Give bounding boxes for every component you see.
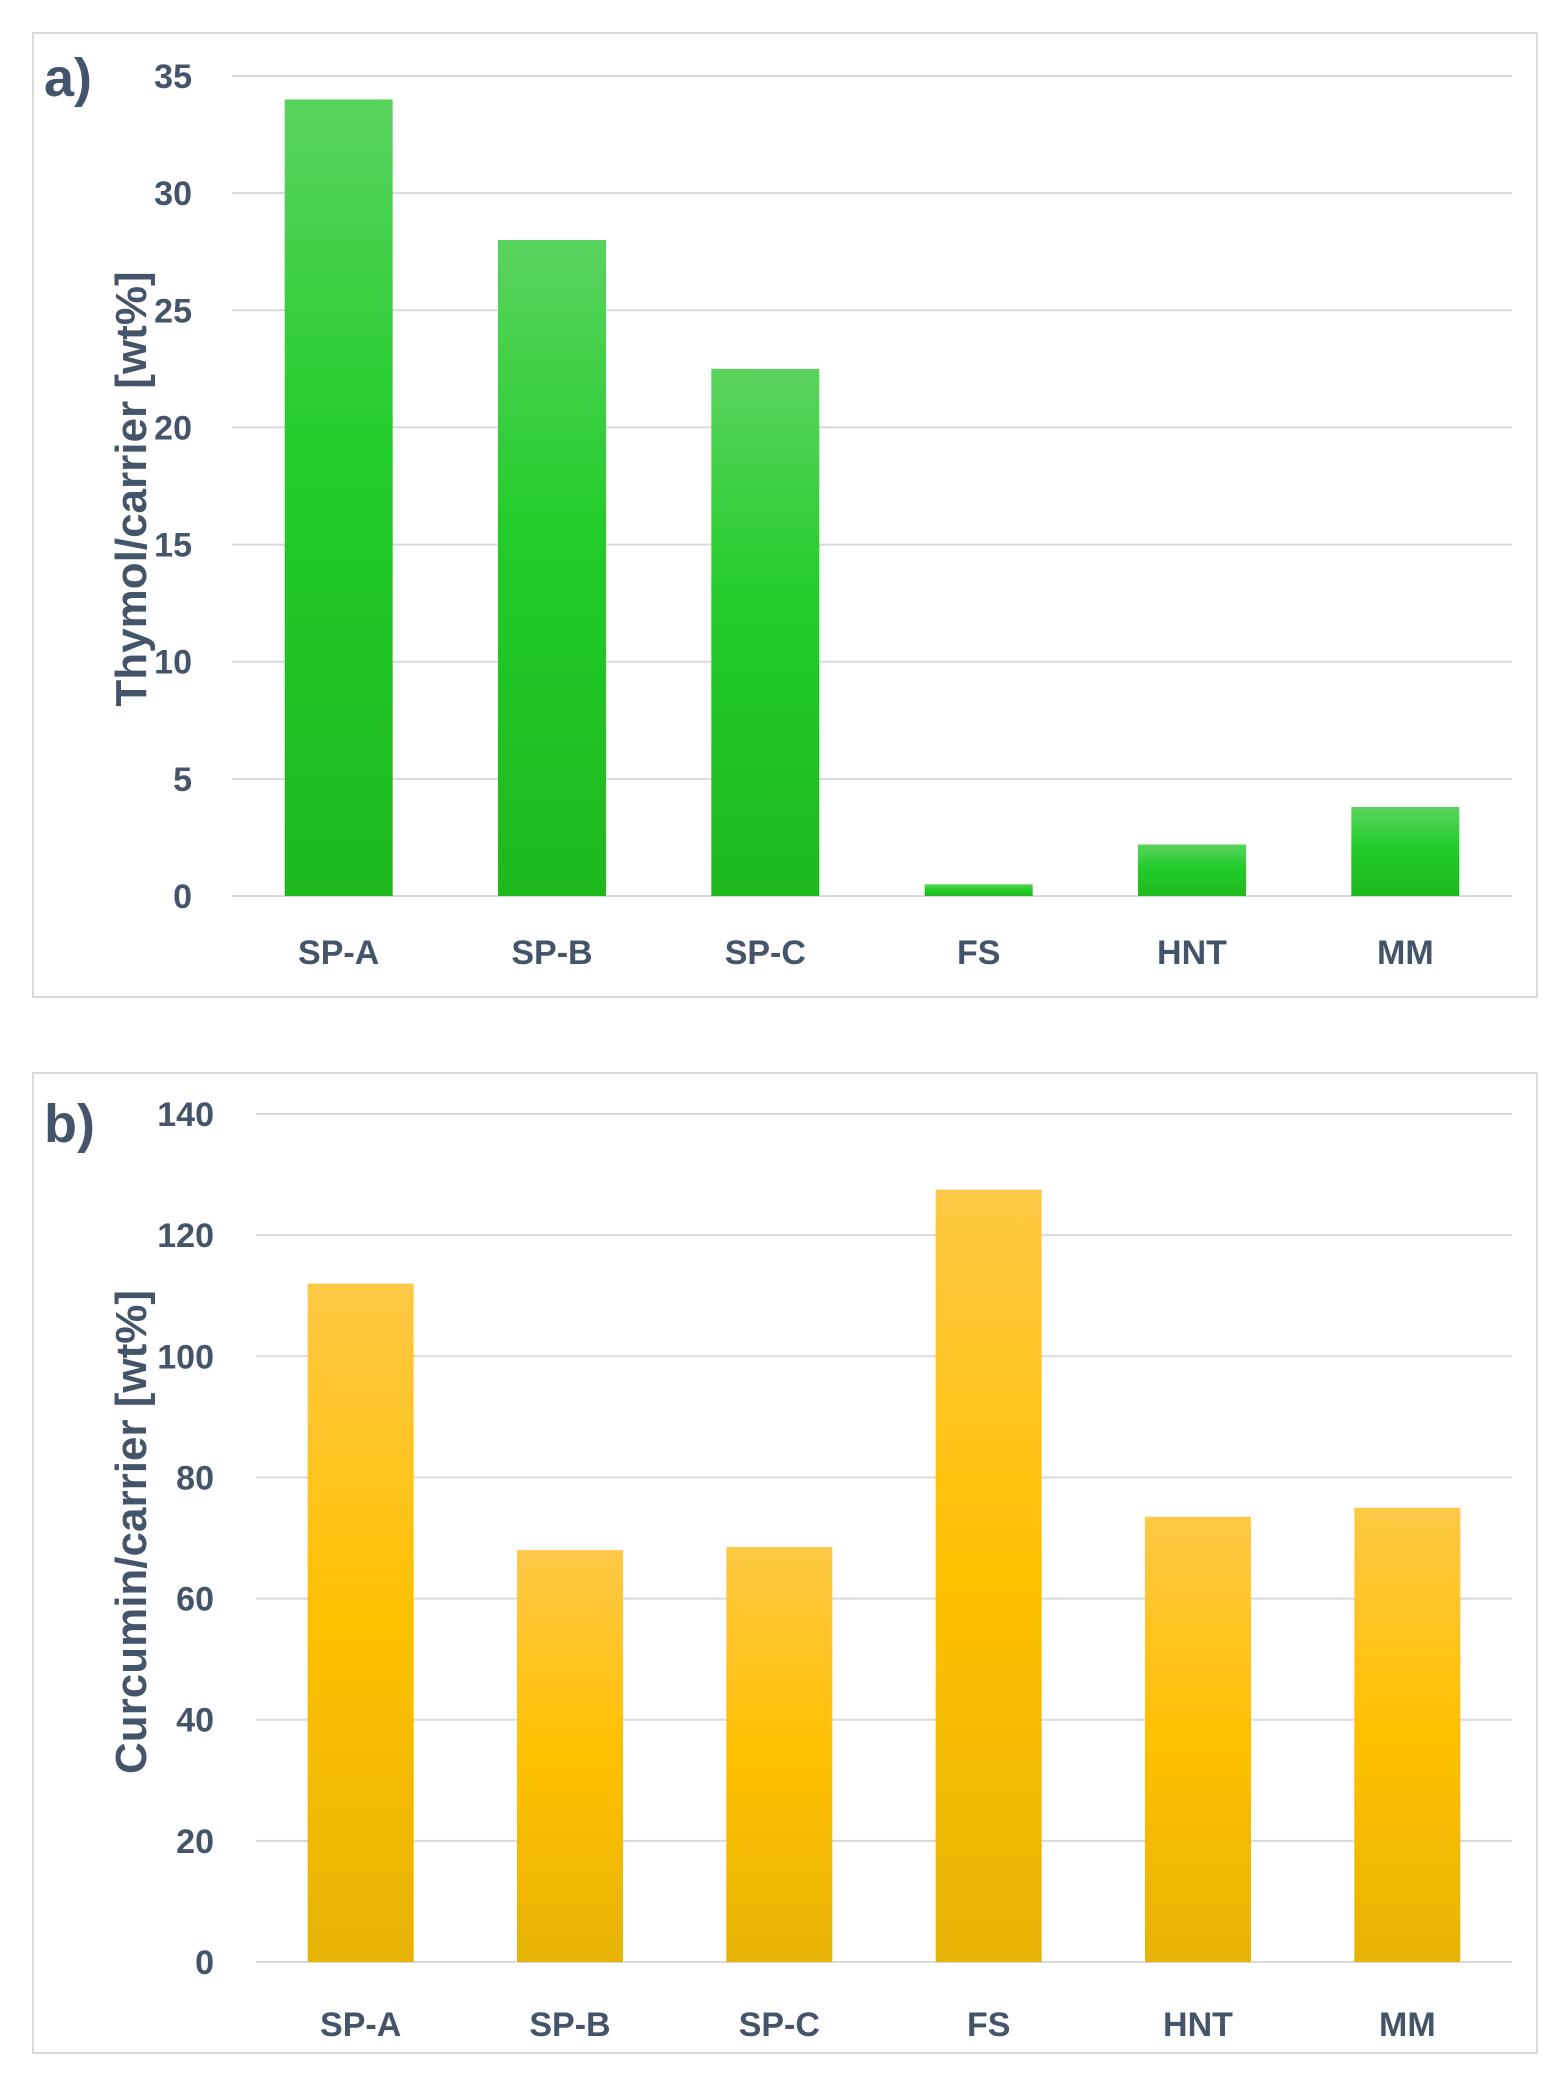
chart-b-svg: b) Curcumin/carrier [wt%] 0 20 40 60 80 100 12… (44, 1094, 1512, 2044)
gridlines-b (256, 1113, 1512, 1963)
x-tick-label-a-0: SP-A (298, 934, 379, 972)
y-tick-label-b-7: 140 (157, 1096, 214, 1134)
y-tick-label-a-3: 15 (154, 527, 192, 565)
y-tick-label-b-0: 0 (195, 1944, 214, 1982)
y-tick-label-b-5: 100 (157, 1338, 214, 1376)
y-ticks-b: 0 20 40 60 80 100 120 140 (157, 1096, 214, 1982)
bar-b-mm (1354, 1507, 1461, 1962)
chart-panel-b: b) Curcumin/carrier [wt%] 0 20 40 60 80 100 12… (32, 1072, 1538, 2054)
panel-label-a: a) (44, 48, 92, 108)
x-tick-label-b-1: SP-B (529, 2006, 610, 2044)
y-axis-title-a: Thymol/carrier [wt%] (107, 271, 156, 706)
x-ticks-b: SP-A SP-B SP-C FS HNT MM (320, 2006, 1436, 2044)
bars-b (307, 1189, 1461, 1962)
chart-panel-a: a) Thymol/carrier [wt%] 0 5 10 15 20 25 30 35 S… (32, 32, 1538, 998)
x-tick-label-a-4: HNT (1157, 934, 1227, 972)
bar-b-sp-a (307, 1283, 414, 1962)
bar-a-sp-c (711, 368, 820, 896)
chart-a-svg: a) Thymol/carrier [wt%] 0 5 10 15 20 25 30 35 S… (44, 48, 1512, 972)
y-tick-label-a-5: 25 (154, 292, 192, 330)
bar-a-hnt (1138, 844, 1246, 896)
bar-b-sp-c (726, 1547, 833, 1962)
y-tick-label-b-4: 80 (176, 1459, 214, 1497)
y-tick-label-b-6: 120 (157, 1217, 214, 1255)
bar-b-fs (935, 1189, 1042, 1962)
x-tick-label-b-3: FS (967, 2006, 1010, 2044)
x-ticks-a: SP-A SP-B SP-C FS HNT MM (298, 934, 1434, 972)
x-tick-label-b-0: SP-A (320, 2006, 401, 2044)
x-tick-label-a-1: SP-B (511, 934, 592, 972)
y-tick-label-b-2: 40 (176, 1702, 214, 1740)
bar-a-mm (1351, 806, 1460, 896)
bar-b-hnt (1145, 1516, 1251, 1962)
x-tick-label-a-3: FS (957, 934, 1000, 972)
x-tick-label-b-2: SP-C (739, 2006, 820, 2044)
bar-a-sp-b (498, 240, 606, 896)
y-axis-title-b: Curcumin/carrier [wt%] (107, 1290, 156, 1774)
gridlines-a (232, 75, 1512, 897)
y-tick-label-a-2: 10 (154, 644, 192, 682)
y-tick-label-a-7: 35 (154, 58, 192, 96)
y-tick-label-a-1: 5 (173, 761, 192, 799)
x-tick-label-b-4: HNT (1163, 2006, 1233, 2044)
y-tick-label-a-4: 20 (154, 409, 192, 447)
y-tick-label-a-6: 30 (154, 175, 192, 213)
y-ticks-a: 0 5 10 15 20 25 30 35 (154, 58, 192, 916)
y-tick-label-b-1: 20 (176, 1823, 214, 1861)
bar-b-sp-b (517, 1550, 623, 1962)
x-tick-label-a-2: SP-C (725, 934, 806, 972)
panel-label-b: b) (44, 1094, 95, 1154)
y-tick-label-b-3: 60 (176, 1581, 214, 1619)
x-tick-label-a-5: MM (1377, 934, 1434, 972)
bar-a-sp-a (284, 99, 393, 896)
x-tick-label-b-5: MM (1379, 2006, 1436, 2044)
y-tick-label-a-0: 0 (173, 878, 192, 916)
bars-a (284, 99, 1460, 896)
bar-a-fs (924, 884, 1033, 896)
